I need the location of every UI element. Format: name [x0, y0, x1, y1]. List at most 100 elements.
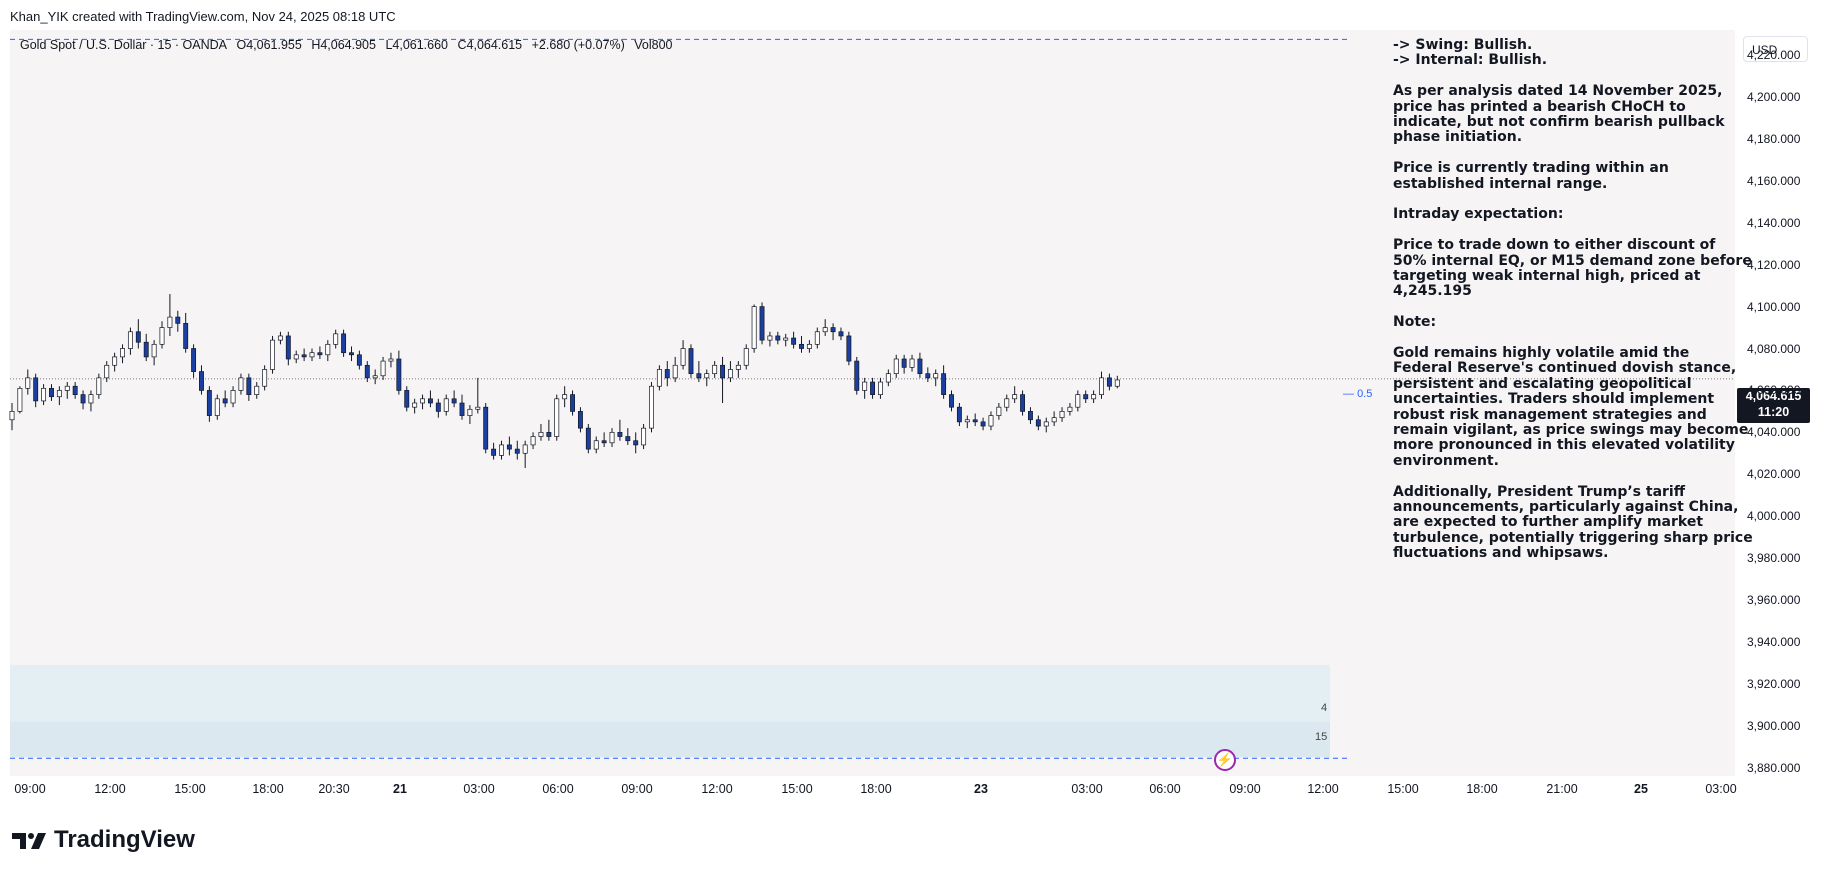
bull-candle: [538, 431, 544, 437]
time-tick-label: 18:00: [1466, 782, 1498, 796]
price-tick-label: 4,120.000: [1747, 257, 1801, 272]
analysis-note: -> Swing: Bullish. -> Internal: Bullish.…: [1393, 37, 1753, 577]
bear-candle: [206, 390, 212, 416]
price-tick-label: 3,960.000: [1747, 592, 1801, 607]
bull-candle: [64, 385, 70, 391]
bull-candle: [1099, 377, 1104, 395]
bull-candle: [562, 394, 568, 400]
bull-candle: [388, 358, 394, 362]
tradingview-logo[interactable]: TradingView: [12, 826, 195, 854]
bull-candle: [9, 411, 15, 421]
bear-candle: [625, 436, 631, 442]
bear-candle: [570, 394, 575, 412]
bear-candle: [191, 348, 197, 372]
bear-candle: [285, 335, 291, 360]
symbol-name[interactable]: Gold Spot / U.S. Dollar · 15 · OANDA: [20, 38, 228, 52]
bull-candle: [554, 398, 560, 437]
bear-candle: [956, 406, 962, 423]
bear-candle: [577, 411, 583, 429]
price-tick-label: 4,080.000: [1747, 341, 1801, 356]
bear-candle: [633, 440, 639, 446]
price-tick-label: 3,920.000: [1747, 676, 1801, 691]
volume-value: Vol800: [634, 38, 673, 52]
bear-candle: [506, 444, 512, 450]
demand-zone: [10, 721, 1330, 758]
bear-candle: [459, 402, 465, 416]
bull-candle: [988, 415, 994, 427]
bull-candle: [704, 373, 710, 379]
bear-candle: [491, 448, 497, 456]
tv-logo-icon: [12, 832, 46, 849]
bull-candle: [293, 354, 299, 360]
bull-candle: [727, 369, 733, 379]
price-tick-label: 4,140.000: [1747, 215, 1801, 230]
bear-candle: [601, 440, 607, 444]
bear-candle: [901, 358, 907, 368]
open-value: O4,061.955: [236, 38, 302, 52]
price-tick-label: 4,180.000: [1747, 131, 1801, 146]
bull-candle: [712, 364, 718, 375]
time-tick-label: 03:00: [1071, 782, 1103, 796]
time-tick-label: 03:00: [463, 782, 495, 796]
low-value: L4,061.660: [385, 38, 449, 52]
bear-candle: [404, 390, 410, 408]
bull-candle: [412, 402, 418, 408]
bear-candle: [941, 373, 947, 395]
bull-candle: [783, 337, 789, 341]
bear-candle: [1035, 419, 1041, 427]
bear-candle: [696, 373, 702, 379]
bull-candle: [159, 327, 165, 345]
bull-candle: [609, 431, 615, 444]
price-tick-label: 3,880.000: [1747, 760, 1801, 775]
bear-candle: [585, 427, 591, 450]
bull-candle: [56, 390, 62, 398]
bear-candle: [664, 369, 670, 379]
bull-candle: [656, 369, 662, 387]
header-credit: Khan_YIK created with TradingView.com, N…: [10, 9, 396, 24]
bear-candle: [451, 398, 457, 404]
time-tick-label: 06:00: [1149, 782, 1181, 796]
bear-candle: [427, 398, 433, 404]
time-tick-label: 12:00: [1307, 782, 1339, 796]
bear-candle: [435, 402, 441, 412]
bull-candle: [522, 444, 528, 454]
bull-candle: [167, 316, 173, 328]
time-tick-label: 21:00: [1546, 782, 1578, 796]
bear-candle: [870, 381, 876, 395]
time-tick-label: 03:00: [1705, 782, 1737, 796]
currency-button[interactable]: USD: [1743, 36, 1808, 62]
price-tick-label: 4,000.000: [1747, 509, 1801, 524]
bull-candle: [1004, 398, 1010, 408]
bull-candle: [112, 356, 118, 366]
bear-candle: [80, 394, 86, 404]
bull-candle: [88, 394, 94, 404]
note-paragraph: Additionally, President Trump’s tariff a…: [1393, 483, 1753, 562]
bull-candle: [909, 358, 915, 368]
bull-candle: [262, 369, 268, 387]
time-tick-label: 06:00: [542, 782, 574, 796]
alert-flash-icon[interactable]: ⚡: [1214, 749, 1236, 771]
bull-candle: [238, 377, 244, 391]
zone-label: 15: [1315, 731, 1328, 743]
time-axis[interactable]: [10, 776, 1815, 806]
time-tick-label: 09:00: [1229, 782, 1261, 796]
bear-candle: [514, 448, 520, 454]
bull-candle: [862, 381, 868, 391]
time-tick-label: 12:00: [94, 782, 126, 796]
bull-candle: [467, 408, 473, 416]
bull-candle: [25, 377, 31, 389]
bull-candle: [270, 339, 275, 370]
time-tick-label: 18:00: [860, 782, 892, 796]
bear-candle: [33, 377, 39, 402]
bull-candle: [964, 419, 970, 423]
bear-candle: [143, 341, 149, 358]
bull-candle: [475, 406, 481, 410]
price-tick-label: 4,200.000: [1747, 90, 1801, 105]
bull-candle: [96, 377, 102, 395]
bear-candle: [199, 371, 204, 391]
bull-candle: [325, 343, 331, 356]
price-tick-label: 4,100.000: [1747, 299, 1801, 314]
price-tick-label: 4,060.000: [1747, 383, 1801, 398]
bull-candle: [420, 398, 425, 404]
note-paragraph: As per analysis dated 14 November 2025, …: [1393, 83, 1725, 146]
